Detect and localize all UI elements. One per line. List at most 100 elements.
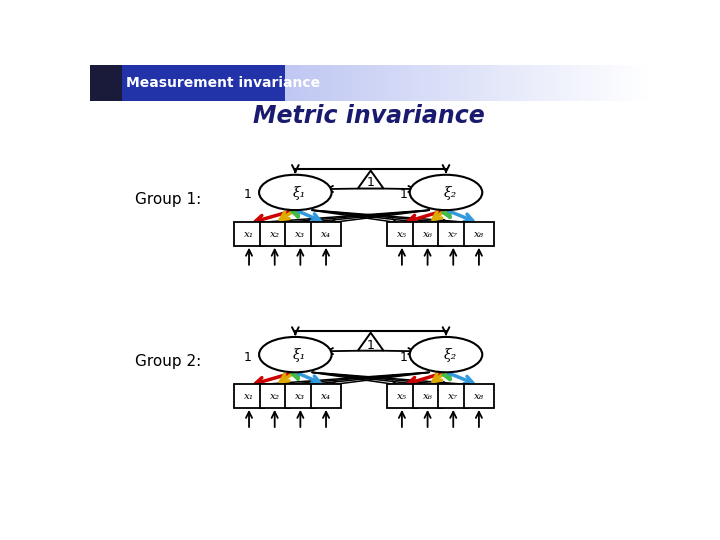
Bar — [456, 65, 460, 102]
Bar — [410, 65, 414, 102]
Bar — [598, 65, 601, 102]
Bar — [397, 65, 400, 102]
Text: 1: 1 — [400, 188, 408, 201]
Bar — [361, 65, 365, 102]
Bar — [606, 65, 611, 102]
Bar — [325, 65, 329, 102]
Bar — [307, 65, 311, 102]
Bar — [618, 65, 621, 102]
Bar — [481, 65, 485, 102]
Bar — [564, 65, 568, 102]
Text: 1: 1 — [244, 350, 252, 363]
Bar — [338, 65, 343, 102]
Bar — [590, 65, 593, 102]
Bar — [340, 65, 343, 102]
Text: 1: 1 — [244, 188, 252, 201]
Bar — [554, 65, 557, 102]
Bar — [494, 65, 498, 102]
Bar — [329, 65, 333, 102]
Bar — [577, 65, 581, 102]
Text: x₇: x₇ — [449, 392, 458, 401]
FancyBboxPatch shape — [311, 384, 341, 408]
Bar — [360, 65, 364, 102]
Bar — [418, 65, 423, 102]
Bar — [485, 65, 490, 102]
Bar — [544, 65, 548, 102]
Text: x₃: x₃ — [295, 392, 305, 401]
FancyBboxPatch shape — [387, 222, 417, 246]
Bar — [343, 65, 347, 102]
Bar — [524, 65, 528, 102]
FancyBboxPatch shape — [311, 222, 341, 246]
Bar — [377, 65, 380, 102]
Bar — [351, 65, 356, 102]
Bar — [350, 65, 354, 102]
Bar — [621, 65, 624, 102]
Bar — [510, 65, 514, 102]
Bar — [593, 65, 598, 102]
Bar — [598, 65, 602, 102]
Bar — [493, 65, 498, 102]
Bar — [394, 65, 397, 102]
Text: Metric invariance: Metric invariance — [253, 104, 485, 127]
Bar — [401, 65, 405, 102]
Bar — [468, 65, 472, 102]
Bar — [526, 65, 531, 102]
Bar — [644, 65, 648, 102]
Text: x₁: x₁ — [244, 392, 254, 401]
Bar — [121, 65, 648, 102]
Bar — [557, 65, 561, 102]
Ellipse shape — [410, 175, 482, 210]
FancyBboxPatch shape — [285, 384, 315, 408]
Bar — [539, 65, 544, 102]
Bar — [560, 65, 564, 102]
FancyBboxPatch shape — [260, 384, 289, 408]
Bar — [369, 65, 372, 102]
Bar — [595, 65, 598, 102]
Bar — [514, 65, 518, 102]
Bar — [611, 65, 615, 102]
Bar — [444, 65, 447, 102]
Text: Measurement invariance: Measurement invariance — [126, 76, 320, 90]
Bar — [416, 65, 420, 102]
Bar — [554, 65, 557, 102]
Bar — [615, 65, 619, 102]
Bar — [561, 65, 564, 102]
Bar — [586, 65, 590, 102]
Bar — [461, 65, 464, 102]
Bar — [340, 65, 343, 102]
Text: 1: 1 — [366, 339, 374, 352]
Bar — [500, 65, 504, 102]
Bar — [318, 65, 322, 102]
Text: x₄: x₄ — [321, 392, 331, 401]
Bar — [602, 65, 606, 102]
Bar — [351, 65, 354, 102]
Text: ξ₁: ξ₁ — [293, 186, 307, 200]
Bar — [571, 65, 575, 102]
Bar — [333, 65, 336, 102]
Bar — [427, 65, 431, 102]
Bar — [334, 65, 338, 102]
Bar — [285, 65, 289, 102]
Bar — [471, 65, 474, 102]
Bar — [390, 65, 394, 102]
FancyBboxPatch shape — [464, 222, 494, 246]
Bar — [538, 65, 541, 102]
Bar — [410, 65, 414, 102]
Bar — [504, 65, 508, 102]
Bar — [347, 65, 350, 102]
Bar — [380, 65, 384, 102]
Bar — [597, 65, 601, 102]
Text: Group 2:: Group 2: — [135, 354, 201, 369]
Bar — [420, 65, 423, 102]
Bar — [551, 65, 554, 102]
Bar — [347, 65, 351, 102]
Bar — [464, 65, 467, 102]
Bar — [546, 65, 550, 102]
Bar — [384, 65, 387, 102]
Bar — [548, 65, 551, 102]
Bar — [409, 65, 413, 102]
Bar — [523, 65, 527, 102]
Bar — [452, 65, 456, 102]
Bar — [514, 65, 518, 102]
